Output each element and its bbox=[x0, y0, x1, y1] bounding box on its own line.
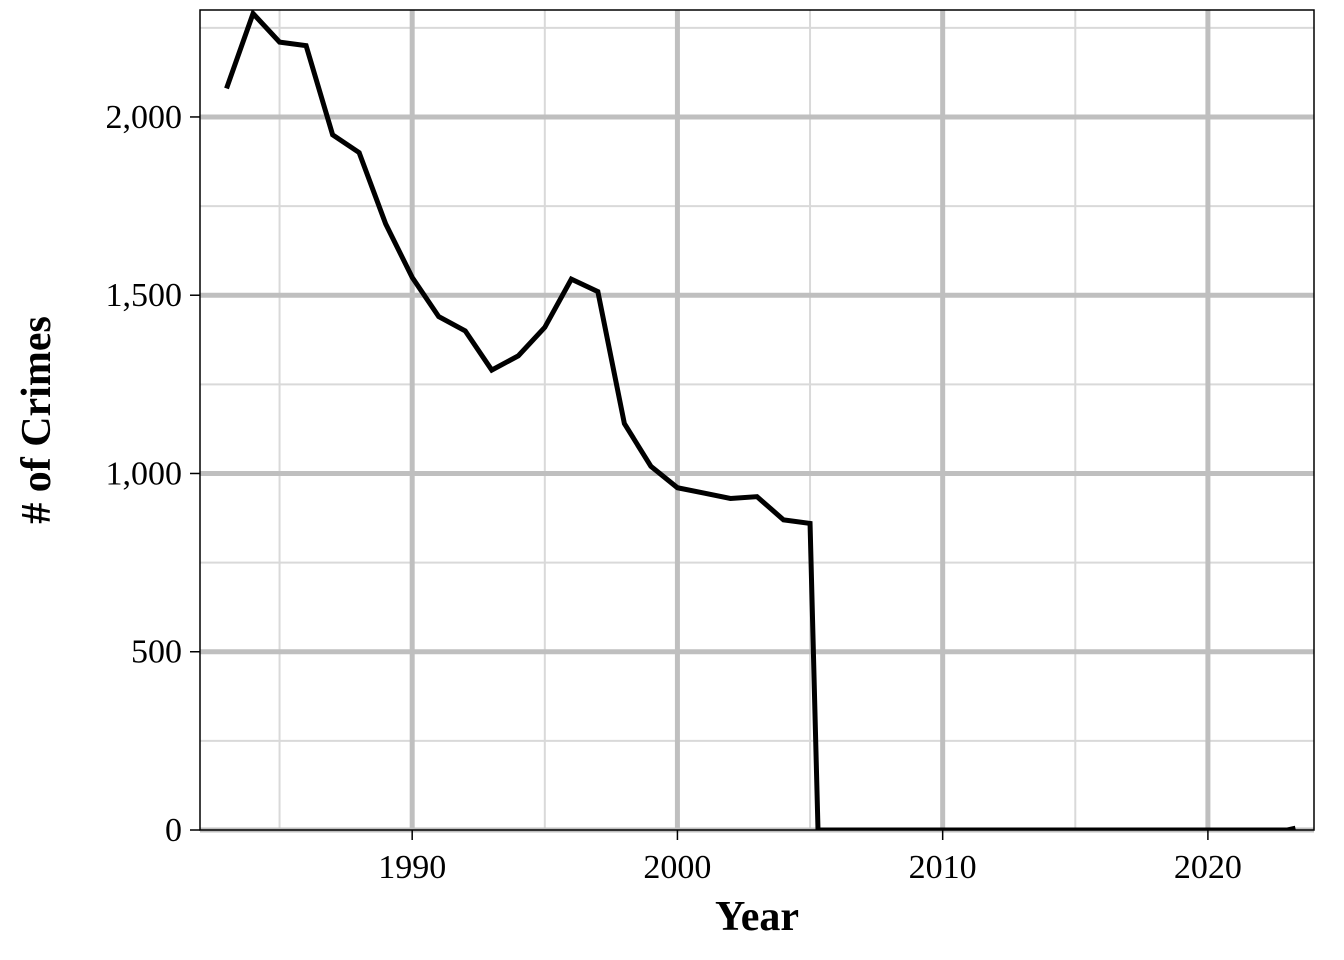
y-tick-label: 1,500 bbox=[106, 277, 183, 314]
y-tick-label: 1,000 bbox=[106, 455, 183, 492]
x-tick-label: 1990 bbox=[378, 849, 446, 886]
x-tick-label: 2000 bbox=[643, 849, 711, 886]
y-tick-label: 500 bbox=[131, 634, 182, 671]
x-tick-label: 2010 bbox=[909, 849, 977, 886]
y-tick-label: 0 bbox=[165, 812, 182, 849]
x-tick-label: 2020 bbox=[1174, 849, 1242, 886]
x-axis-title: Year bbox=[715, 894, 799, 940]
y-axis-title: # of Crimes bbox=[14, 316, 60, 524]
line-chart: 1990 2000 2010 2020 0 500 1,000 1,500 2,000 Year #… bbox=[0, 0, 1344, 960]
chart-svg: 1990 2000 2010 2020 0 500 1,000 1,500 2,000 Year #… bbox=[0, 0, 1344, 960]
y-tick-label: 2,000 bbox=[106, 99, 183, 136]
